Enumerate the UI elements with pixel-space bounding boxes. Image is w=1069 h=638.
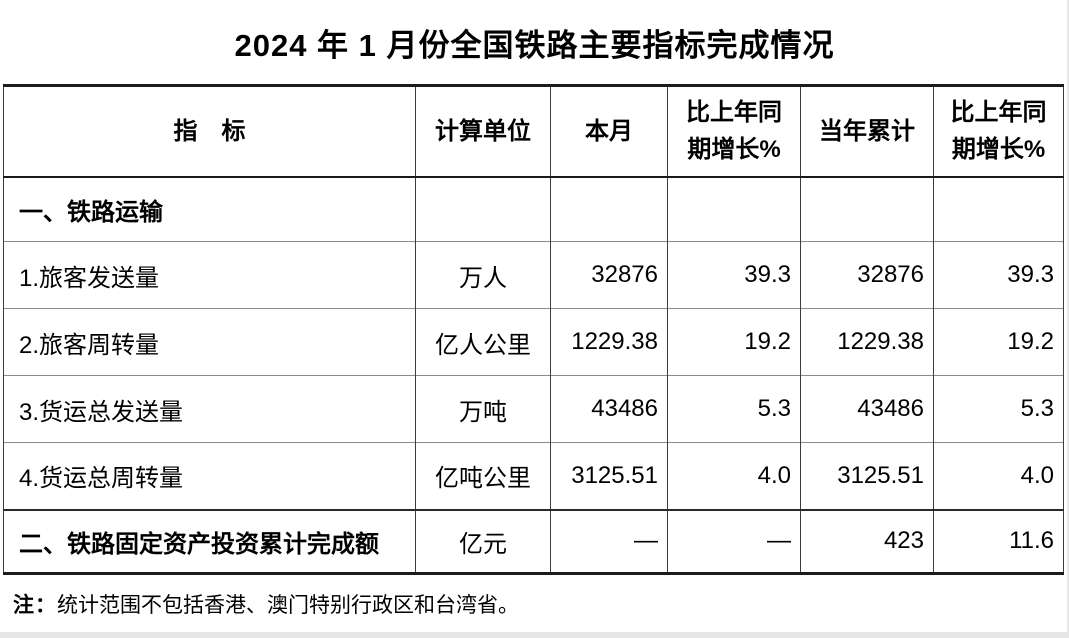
col-header-month: 本月	[550, 85, 668, 178]
header-row: 指 标 计算单位 本月 比上年同期增长% 当年累计 比上年同期增长%	[3, 85, 1064, 178]
col-header-ytd: 当年累计	[800, 85, 934, 178]
page-bottom-edge	[0, 632, 1069, 638]
table-row-fixed-asset-investment: 二、铁路固定资产投资累计完成额 亿元 — — 423 11.6	[3, 509, 1064, 574]
table-row-section-railway-transport: 一、铁路运输	[3, 176, 1064, 242]
cell-month: 3125.51	[550, 442, 668, 510]
cell-month-growth: 39.3	[667, 241, 801, 309]
cell-month: 43486	[550, 375, 668, 443]
cell-month-growth: 19.2	[667, 308, 801, 376]
footnote-text: 统计范围不包括香港、澳门特别行政区和台湾省。	[57, 594, 519, 617]
table-row-freight-volume: 3.货运总发送量 万吨 43486 5.3 43486 5.3	[3, 375, 1064, 443]
cell-month-growth: 5.3	[667, 375, 801, 443]
cell-ytd-growth: 4.0	[933, 442, 1064, 510]
cell-unit: 万吨	[415, 375, 551, 443]
table-row-passenger-volume: 1.旅客发送量 万人 32876 39.3 32876 39.3	[3, 241, 1064, 309]
cell-indicator: 1.旅客发送量	[3, 241, 416, 309]
cell-unit: 万人	[415, 241, 551, 309]
cell-month-growth: 4.0	[667, 442, 801, 510]
cell-indicator: 2.旅客周转量	[3, 308, 416, 376]
cell-indicator: 一、铁路运输	[3, 176, 416, 242]
cell-ytd-growth: 5.3	[933, 375, 1064, 443]
cell-ytd-growth: 11.6	[933, 509, 1064, 574]
col-header-ytd-growth: 比上年同期增长%	[933, 85, 1064, 178]
col-header-indicator: 指 标	[3, 85, 416, 178]
cell-unit	[415, 176, 551, 242]
footnote: 注：统计范围不包括香港、澳门特别行政区和台湾省。	[13, 589, 1069, 619]
cell-ytd: 32876	[800, 241, 934, 309]
col-header-unit: 计算单位	[415, 85, 551, 178]
table-row-freight-turnover: 4.货运总周转量 亿吨公里 3125.51 4.0 3125.51 4.0	[3, 442, 1064, 510]
table-row-passenger-turnover: 2.旅客周转量 亿人公里 1229.38 19.2 1229.38 19.2	[3, 308, 1064, 376]
col-header-month-growth: 比上年同期增长%	[667, 85, 801, 178]
cell-indicator: 3.货运总发送量	[3, 375, 416, 443]
cell-ytd-growth: 19.2	[933, 308, 1064, 376]
cell-month: 32876	[550, 241, 668, 309]
cell-month	[550, 176, 668, 242]
cell-ytd: 3125.51	[800, 442, 934, 510]
cell-unit: 亿人公里	[415, 308, 551, 376]
footnote-label: 注：	[13, 594, 57, 617]
cell-ytd-growth	[933, 176, 1064, 242]
cell-month-growth	[667, 176, 801, 242]
indicators-table: 指 标 计算单位 本月 比上年同期增长% 当年累计 比上年同期增长% 一、铁路运…	[3, 84, 1064, 575]
cell-month: 1229.38	[550, 308, 668, 376]
cell-unit: 亿元	[415, 509, 551, 574]
cell-ytd: 1229.38	[800, 308, 934, 376]
cell-indicator: 二、铁路固定资产投资累计完成额	[3, 509, 416, 574]
cell-ytd	[800, 176, 934, 242]
cell-ytd: 43486	[800, 375, 934, 443]
cell-month: —	[550, 509, 668, 574]
cell-unit: 亿吨公里	[415, 442, 551, 510]
cell-ytd: 423	[800, 509, 934, 574]
page-title: 2024 年 1 月份全国铁路主要指标完成情况	[234, 27, 835, 63]
cell-month-growth: —	[667, 509, 801, 574]
page-right-edge	[1067, 0, 1069, 638]
cell-indicator: 4.货运总周转量	[3, 442, 416, 510]
cell-ytd-growth: 39.3	[933, 241, 1064, 309]
